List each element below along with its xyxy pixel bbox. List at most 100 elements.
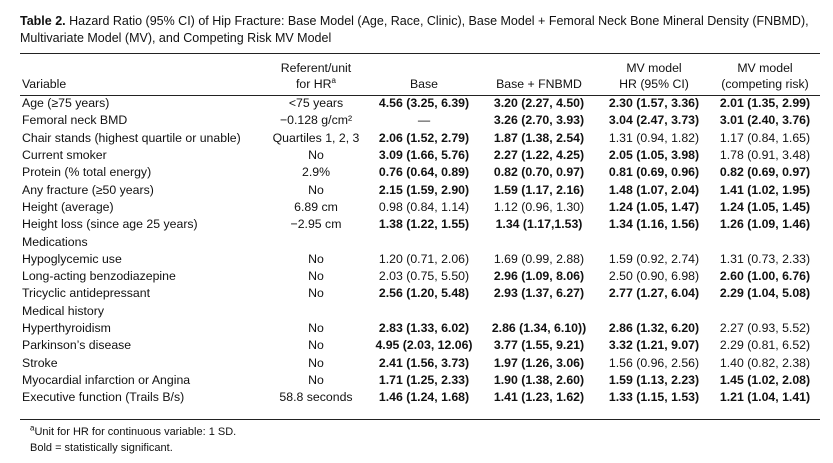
cell-base: 2.15 (1.59, 2.90) — [378, 182, 470, 197]
table-row-age: Age (≥75 years) <75 years 4.56 (3.25, 6.39… — [20, 95, 820, 112]
cell-mv-model: 1.59 (1.13, 2.23) — [608, 372, 700, 387]
cell-competing-risk: 2.29 (0.81, 6.52) — [719, 338, 811, 353]
table-row-benzodiazepine: Long-acting benzodiazepine No 2.03 (0.75, … — [20, 268, 820, 285]
cell-base: 2.83 (1.33, 6.02) — [378, 321, 470, 335]
top-rule — [20, 53, 820, 54]
caption-text: Hazard Ratio (95% CI) of Hip Fracture: B… — [20, 14, 809, 45]
cell-variable: Parkinson’s disease — [22, 338, 132, 353]
cell-variable: Age (≥75 years) — [22, 96, 110, 111]
table-row-parkinsons: Parkinson’s disease No 4.95 (2.03, 12.06) 3… — [20, 337, 820, 354]
cell-competing-risk — [710, 303, 820, 320]
header-mv-line1: MV model — [626, 61, 682, 75]
cell-variable: Long-acting benzodiazepine — [22, 269, 176, 284]
header-base: Base — [368, 56, 480, 95]
bottom-rule — [20, 419, 820, 420]
header-comp-line1: MV model — [737, 61, 793, 75]
cell-competing-risk: 2.60 (1.00, 6.76) — [719, 269, 811, 284]
cell-fnbmd — [480, 303, 598, 320]
cell-competing-risk: 3.01 (2.40, 3.76) — [719, 113, 811, 128]
cell-fnbmd: 1.41 (1.23, 1.62) — [493, 390, 585, 405]
cell-competing-risk: 1.21 (1.04, 1.41) — [719, 390, 811, 405]
table-row-protein: Protein (% total energy) 2.9% 0.76 (0.64, … — [20, 164, 820, 181]
cell-base: 1.38 (1.22, 1.55) — [378, 217, 470, 232]
table-row-hyperthyroidism: Hyperthyroidism No 2.83 (1.33, 6.02) 2.86 (… — [20, 320, 820, 337]
table-row-current-smoker: Current smoker No 3.09 (1.66, 5.76) 2.27 (1… — [20, 147, 820, 164]
footnote-unit: aUnit for HR for continuous variable: 1 … — [30, 424, 236, 440]
cell-variable: Any fracture (≥50 years) — [22, 182, 154, 197]
cell-base — [368, 303, 480, 320]
header-mv-line2: HR (95% CI) — [619, 77, 689, 91]
cell-mv-model: 1.24 (1.05, 1.47) — [608, 199, 700, 214]
cell-mv-model: 1.31 (0.94, 1.82) — [608, 130, 700, 145]
cell-base: 4.95 (2.03, 12.06) — [375, 338, 473, 353]
table-row-myocardial-infarction: Myocardial infarction or Angina No 1.71 (1… — [20, 372, 820, 389]
header-variable: Variable — [20, 56, 264, 95]
table-row-chair-stands: Chair stands (highest quartile or unable… — [20, 130, 820, 147]
cell-referent: Quartiles 1, 2, 3 — [272, 130, 360, 145]
cell-base: 1.46 (1.24, 1.68) — [378, 390, 470, 405]
cell-base: 3.09 (1.66, 5.76) — [378, 148, 470, 163]
header-row: Variable Referent/unit for HRa Base Base… — [20, 56, 820, 95]
cell-referent: <75 years — [288, 96, 344, 111]
cell-competing-risk: 1.17 (0.84, 1.65) — [719, 130, 811, 145]
cell-variable: Protein (% total energy) — [22, 165, 152, 180]
header-mv-model: MV model HR (95% CI) — [598, 56, 710, 95]
cell-mv-model: 3.32 (1.21, 9.07) — [608, 338, 700, 353]
cell-mv-model — [598, 303, 710, 320]
cell-base: 1.71 (1.25, 2.33) — [378, 372, 470, 387]
header-competing-risk: MV model (competing risk) — [710, 56, 820, 95]
cell-referent — [264, 303, 368, 320]
cell-mv-model: 2.50 (0.90, 6.98) — [608, 269, 700, 284]
cell-base: 1.20 (0.71, 2.06) — [378, 251, 470, 266]
cell-fnbmd: 3.26 (2.70, 3.93) — [493, 113, 585, 128]
cell-competing-risk: 2.27 (0.93, 5.52) — [719, 321, 811, 335]
cell-fnbmd: 0.82 (0.70, 0.97) — [493, 165, 585, 180]
cell-competing-risk: 1.31 (0.73, 2.33) — [719, 251, 811, 266]
cell-referent: 6.89 cm — [294, 199, 338, 214]
cell-mv-model: 2.30 (1.57, 3.36) — [608, 96, 700, 111]
cell-fnbmd: 1.12 (0.96, 1.30) — [493, 199, 585, 214]
cell-referent: No — [308, 182, 324, 197]
cell-base: 0.98 (0.84, 1.14) — [378, 199, 470, 214]
header-base-label: Base — [409, 77, 439, 91]
footnote-unit-text: Unit for HR for continuous variable: 1 S… — [34, 426, 237, 438]
cell-base: 4.56 (3.25, 6.39) — [378, 96, 470, 111]
cell-fnbmd: 1.34 (1.17,1.53) — [495, 217, 583, 232]
cell-referent: No — [308, 148, 324, 163]
cell-variable: Medications — [22, 234, 88, 249]
cell-referent: No — [308, 251, 324, 266]
cell-fnbmd: 1.69 (0.99, 2.88) — [493, 251, 585, 266]
cell-referent: 58.8 seconds — [279, 390, 353, 405]
cell-referent: No — [308, 321, 324, 335]
table-body: Age (≥75 years) <75 years 4.56 (3.25, 6.39… — [20, 95, 820, 406]
cell-referent: No — [308, 355, 324, 370]
cell-fnbmd: 2.27 (1.22, 4.25) — [493, 148, 585, 163]
cell-base — [368, 233, 480, 250]
header-referent-footnote-mark: a — [331, 75, 336, 85]
cell-referent: No — [308, 372, 324, 387]
cell-variable: Height loss (since age 25 years) — [22, 217, 198, 232]
cell-base: — — [417, 113, 431, 128]
cell-competing-risk: 2.01 (1.35, 2.99) — [719, 96, 811, 111]
table-row-medications: Medications — [20, 233, 820, 250]
cell-variable: Myocardial infarction or Angina — [22, 372, 191, 387]
table-row-any-fracture: Any fracture (≥50 years) No 2.15 (1.59, 2.… — [20, 181, 820, 198]
cell-base: 2.41 (1.56, 3.73) — [378, 355, 470, 370]
cell-variable: Chair stands (highest quartile or unable… — [22, 130, 241, 145]
header-rule — [20, 95, 820, 96]
cell-referent: No — [308, 338, 324, 353]
cell-variable: Executive function (Trails B/s) — [22, 390, 185, 405]
cell-referent: No — [308, 269, 324, 284]
cell-mv-model: 2.77 (1.27, 6.04) — [608, 286, 700, 301]
cell-variable: Medical history — [22, 303, 105, 318]
cell-variable: Femoral neck BMD — [22, 113, 128, 128]
table-row-medical-history: Medical history — [20, 303, 820, 320]
cell-variable: Stroke — [22, 355, 58, 370]
cell-fnbmd: 1.87 (1.38, 2.54) — [493, 130, 585, 145]
header-variable-label: Variable — [22, 77, 67, 91]
cell-variable: Hyperthyroidism — [22, 321, 111, 335]
table-row-stroke: Stroke No 2.41 (1.56, 3.73) 1.97 (1.26, 3.0… — [20, 354, 820, 371]
cell-mv-model: 1.48 (1.07, 2.04) — [608, 182, 700, 197]
table-row-height-loss: Height loss (since age 25 years) −2.95 cm… — [20, 216, 820, 233]
